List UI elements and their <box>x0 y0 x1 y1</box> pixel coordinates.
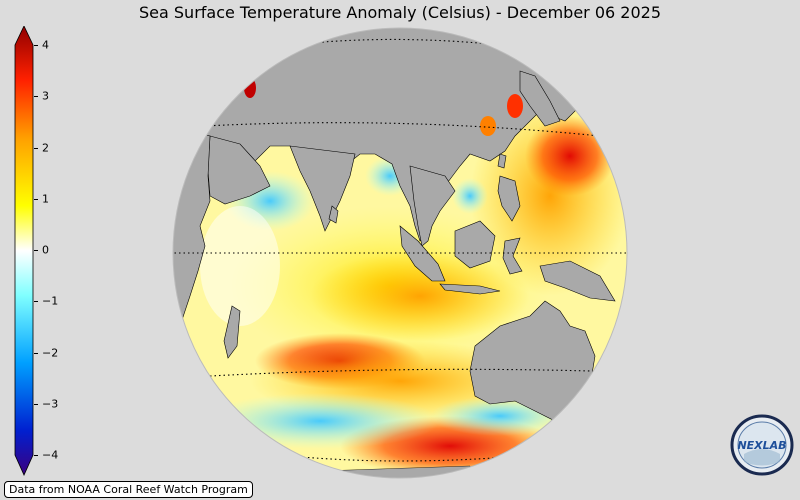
colorbar <box>14 26 34 476</box>
colorbar-tick-mark <box>34 250 38 251</box>
land-madagascar <box>223 305 241 359</box>
colorbar-tick-mark <box>34 147 38 149</box>
land-indochina <box>409 165 456 247</box>
land-taiwan <box>497 153 507 169</box>
colorbar-tick-label: 4 <box>42 38 49 52</box>
anomaly-scs-cool <box>452 178 488 214</box>
colorbar-tick-mark <box>34 45 38 46</box>
colorbar-tick-label: −4 <box>42 448 59 462</box>
globe-map <box>172 27 628 479</box>
anomaly-sw-indian-white <box>200 206 280 326</box>
land-sri-lanka <box>328 205 339 224</box>
anomaly-central-indian <box>310 251 530 341</box>
red-sea-anomaly <box>202 109 208 133</box>
colorbar-tick-mark <box>34 352 38 354</box>
land-new-guinea <box>539 260 616 302</box>
land-arabia <box>207 135 271 205</box>
nexlab-logo-icon: NEXLAB <box>730 414 794 476</box>
land-india <box>289 145 356 232</box>
colorbar-tick-label: 1 <box>42 192 49 206</box>
land-new-zealand <box>614 403 627 427</box>
land-sulawesi <box>502 237 523 275</box>
colorbar-tick-label: 3 <box>42 89 49 103</box>
black-sea-anomaly <box>224 73 240 83</box>
graticule <box>173 38 627 462</box>
colorbar-tick-mark <box>34 455 38 456</box>
colorbar-tick-mark <box>34 198 38 200</box>
colorbar-tick-mark <box>34 96 38 98</box>
map-title: Sea Surface Temperature Anomaly (Celsius… <box>139 3 661 22</box>
anomaly-southern-cool <box>200 393 440 449</box>
data-source-label: Data from NOAA Coral Reef Watch Program <box>4 481 253 498</box>
land-philippines <box>497 175 521 222</box>
land-java <box>439 283 501 295</box>
globe-rim <box>172 27 628 479</box>
colorbar-tick-mark <box>34 403 38 405</box>
colorbar-tick-label: 0 <box>42 243 49 257</box>
sea-of-japan-anomaly <box>507 94 523 118</box>
colorbar-tick-label: 2 <box>42 141 49 154</box>
colorbar-tick-label: −1 <box>42 294 59 308</box>
land-borneo <box>454 220 496 269</box>
land-japan <box>519 70 561 127</box>
anomaly-nw-pacific <box>525 116 615 196</box>
colorbar-tick-label: −3 <box>42 397 59 411</box>
colorbar-tick-label: −2 <box>42 346 59 359</box>
colorbar-tick-mark <box>34 301 38 303</box>
yellow-sea-anomaly <box>480 116 496 136</box>
logo-text: NEXLAB <box>737 439 786 452</box>
